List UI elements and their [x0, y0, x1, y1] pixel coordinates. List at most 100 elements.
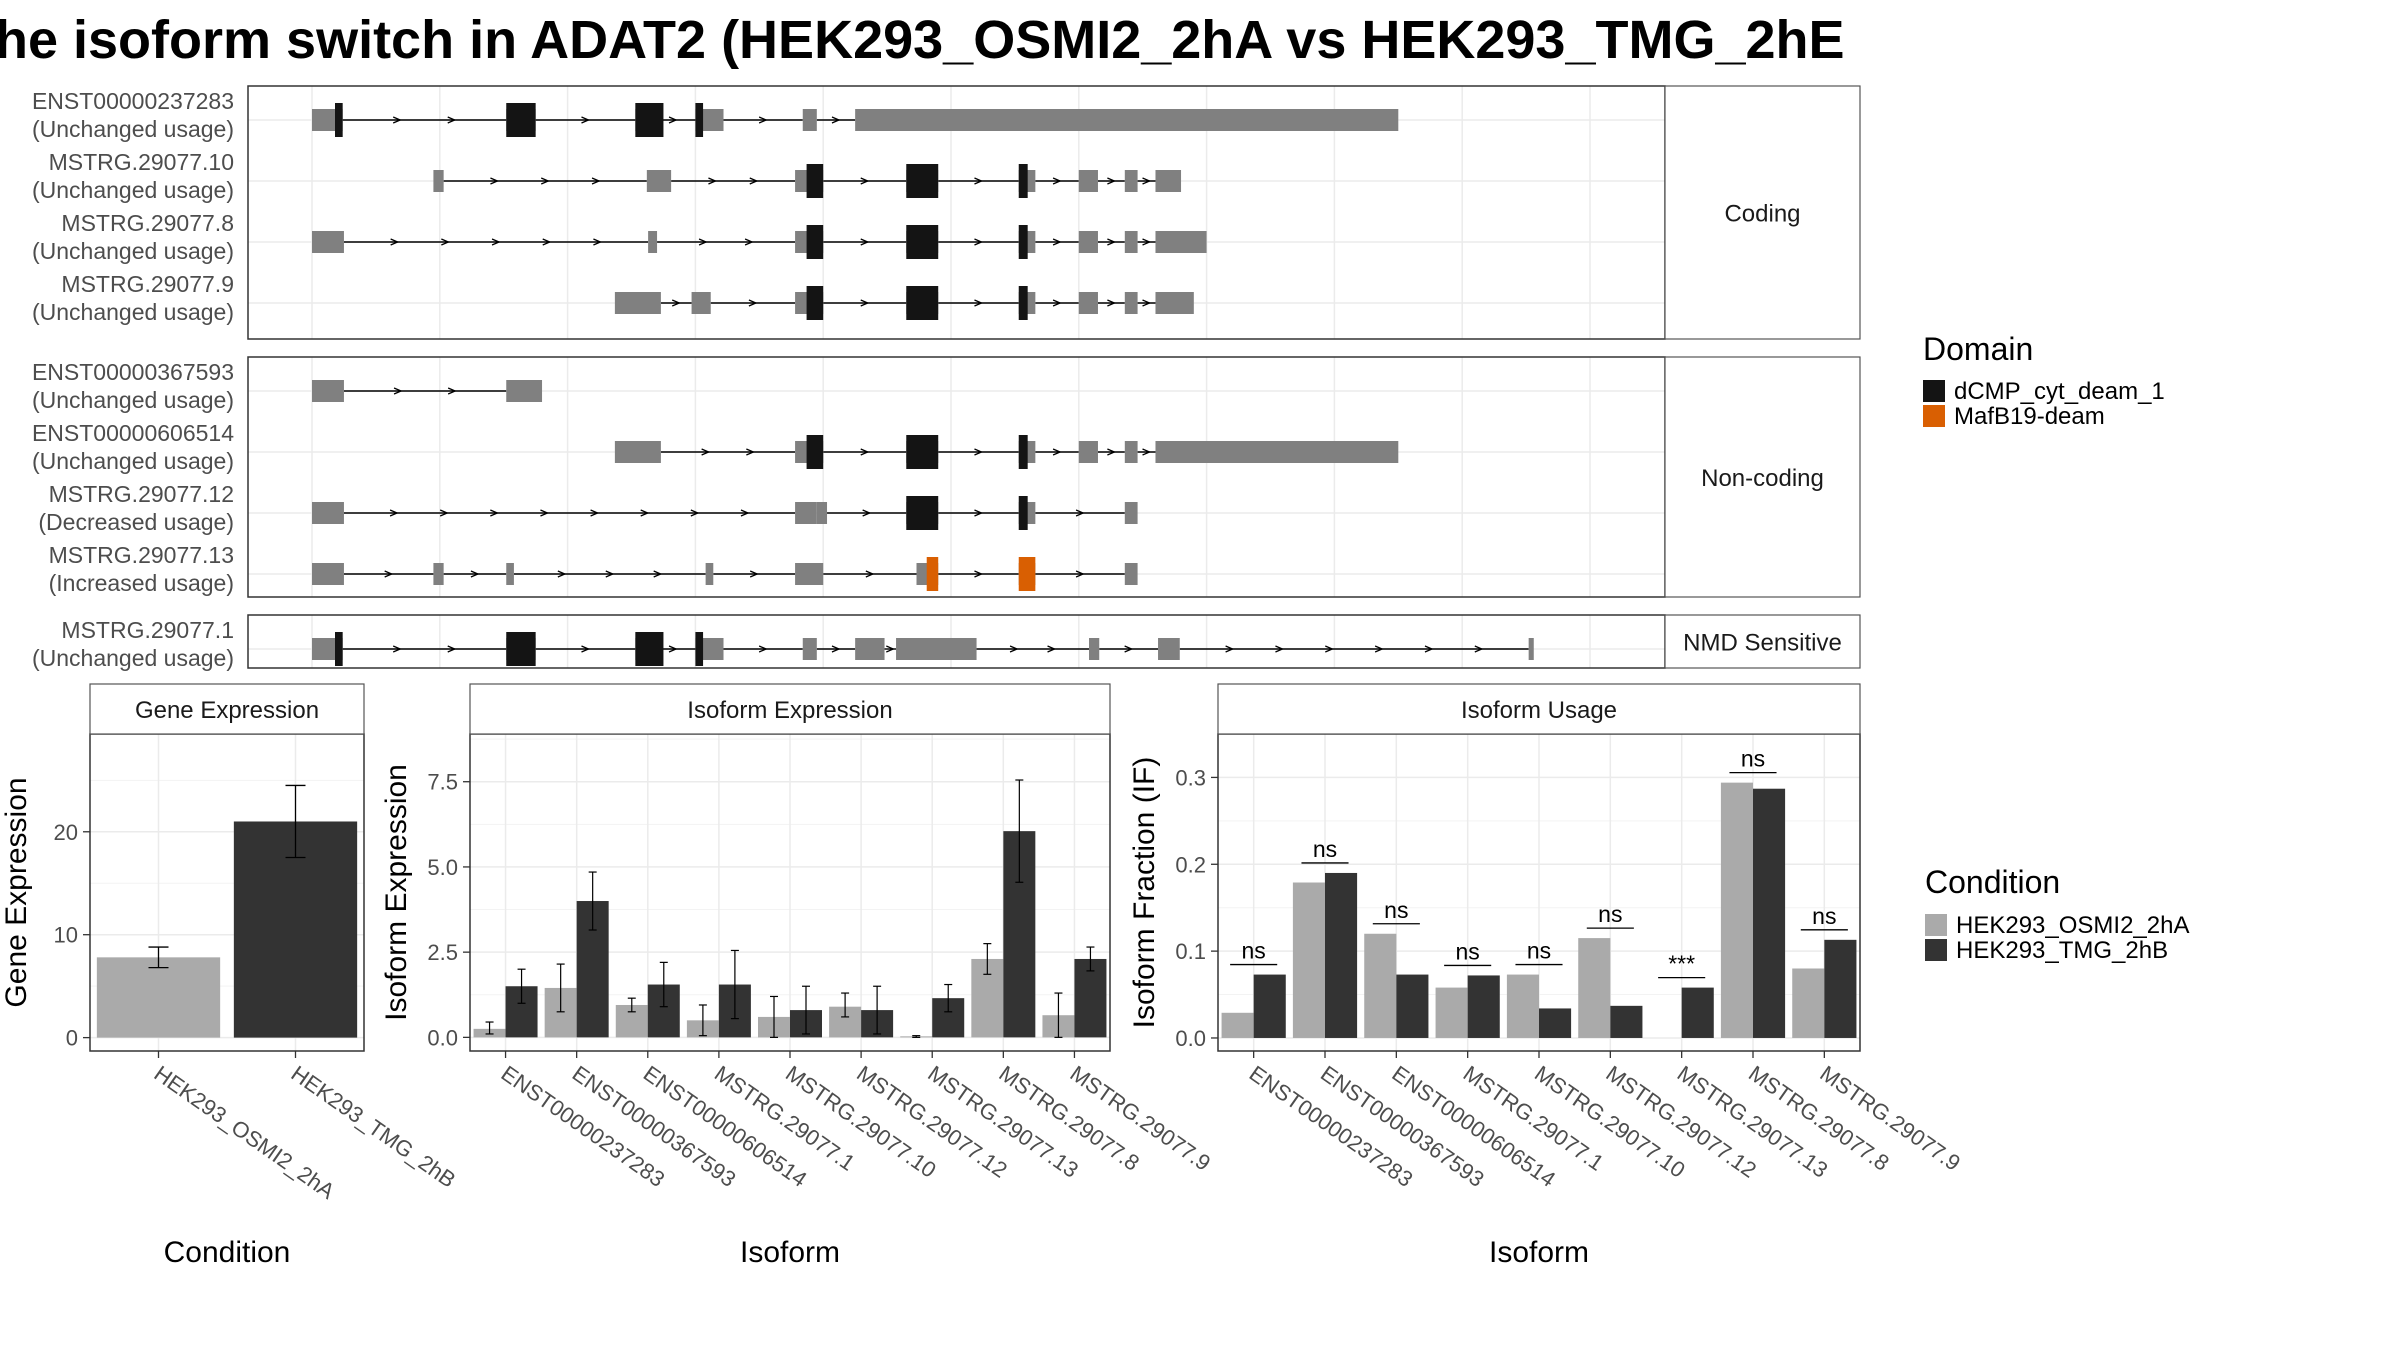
domain-dcmp — [1018, 225, 1028, 259]
domain-dcmp — [806, 225, 824, 259]
significance-label: ns — [1598, 901, 1622, 927]
intron-arrow — [447, 116, 457, 124]
structure-strip — [1664, 614, 1861, 669]
exon — [1078, 441, 1098, 463]
y-tick-label: 20 — [54, 820, 78, 845]
bar-enst00000606514-hek293-osmi2-2ha — [1364, 933, 1397, 1038]
domain-dcmp — [906, 286, 939, 320]
transcript-enst00000237283: ENST00000237283(Unchanged usage) — [32, 88, 1399, 142]
intron-arrow — [974, 177, 984, 185]
exon — [802, 109, 817, 131]
exon — [705, 563, 714, 585]
y-tick-label: 2.5 — [427, 940, 458, 965]
intron-arrow — [1107, 448, 1117, 456]
significance-label: *** — [1668, 951, 1695, 977]
intron-arrow — [748, 299, 758, 307]
y-tick-label: 5.0 — [427, 855, 458, 880]
legend-swatch-cond-a — [1925, 914, 1947, 936]
bar-mstrg-29077-1-hek293-osmi2-2ha — [1435, 987, 1468, 1038]
domain-dcmp — [806, 286, 824, 320]
intron-arrow — [1142, 299, 1152, 307]
intron-arrow — [1225, 645, 1235, 653]
intron-arrow — [441, 238, 450, 246]
intron-arrow — [392, 645, 402, 653]
exon — [1158, 638, 1180, 660]
bar-hek293-osmi2-2ha — [96, 957, 221, 1038]
significance-label: ns — [1313, 836, 1337, 862]
domain-mafb — [1018, 557, 1036, 591]
bar-mstrg-29077-9-hek293-tmg-2hb — [1074, 958, 1107, 1038]
intron-arrow — [701, 448, 711, 456]
intron-arrow — [1142, 448, 1152, 456]
intron-arrow — [671, 299, 681, 307]
x-axis-title: Condition — [164, 1236, 291, 1269]
legend-label-dcmp: dCMP_cyt_deam_1 — [1954, 378, 2165, 405]
transcript-structure-panel: ENST00000237283(Unchanged usage) MSTRG.29… — [32, 85, 1861, 671]
intron-arrow — [1424, 645, 1434, 653]
bar-enst00000237283-hek293-osmi2-2ha — [1221, 1012, 1254, 1038]
x-axis-title: Isoform — [740, 1236, 840, 1269]
exon — [646, 170, 672, 192]
significance-label: ns — [1384, 897, 1408, 923]
transcript-usage-label: (Unchanged usage) — [32, 645, 234, 671]
structure-strip-label: NMD Sensitive — [1683, 630, 1842, 657]
intron-arrow — [886, 645, 895, 653]
bar-mstrg-29077-10-hek293-osmi2-2ha — [1506, 974, 1539, 1038]
y-tick-label: 0.3 — [1175, 765, 1206, 790]
chart-gene-expression: 01020HEK293_OSMI2_2hAHEK293_TMG_2hBGene … — [0, 683, 460, 1269]
transcript-mstrg-29077-8: MSTRG.29077.8(Unchanged usage) — [32, 210, 1207, 264]
exon — [1155, 231, 1207, 253]
exon — [614, 441, 661, 463]
intron-arrow — [1142, 177, 1152, 185]
transcript-usage-label: (Unchanged usage) — [32, 299, 234, 325]
transcript-id-label: MSTRG.29077.9 — [61, 271, 234, 297]
chart-strip — [469, 683, 1111, 735]
structure-strip-label: Coding — [1724, 201, 1800, 228]
exon — [1528, 638, 1534, 660]
intron-arrow — [491, 238, 501, 246]
intron-arrow — [1047, 645, 1057, 653]
intron-arrow — [974, 509, 984, 517]
exon — [802, 638, 817, 660]
domain-dcmp — [806, 435, 824, 469]
significance-label: ns — [1456, 938, 1480, 964]
structure-panel-bg — [248, 357, 1665, 597]
exon — [506, 380, 543, 402]
legend-swatch-mafb — [1923, 405, 1945, 427]
bar-mstrg-29077-9-hek293-tmg-2hb — [1824, 939, 1857, 1038]
exon — [1078, 292, 1098, 314]
y-tick-label: 10 — [54, 923, 78, 948]
intron-arrow — [1052, 177, 1062, 185]
legend-label-cond-a: HEK293_OSMI2_2hA — [1956, 912, 2189, 939]
transcript-mstrg-29077-1: MSTRG.29077.1(Unchanged usage) — [32, 617, 1534, 671]
domain-dcmp — [806, 164, 824, 198]
intron-arrow — [668, 116, 678, 124]
bar-mstrg-29077-8-hek293-osmi2-2ha — [1720, 782, 1753, 1038]
intron-arrow — [749, 177, 759, 185]
intron-arrow — [540, 509, 550, 517]
exon — [312, 231, 344, 253]
exon — [433, 563, 444, 585]
domain-dcmp — [906, 496, 939, 530]
transcript-mstrg-29077-9: MSTRG.29077.9(Unchanged usage) — [32, 271, 1194, 325]
intron-arrow — [490, 509, 499, 517]
exon — [312, 563, 344, 585]
exon — [1155, 170, 1182, 192]
figure-title: he isoform switch in ADAT2 (HEK293_OSMI2… — [0, 10, 1845, 70]
transcript-enst00000606514: ENST00000606514(Unchanged usage) — [32, 420, 1399, 474]
intron-arrow — [831, 645, 841, 653]
chart-isoform-expression: 0.02.55.07.5ENST00000237283ENST000003675… — [380, 683, 1215, 1269]
intron-arrow — [447, 387, 457, 395]
transcript-usage-label: (Unchanged usage) — [32, 116, 234, 142]
domain-dcmp — [1018, 286, 1028, 320]
domain-dcmp — [906, 435, 939, 469]
bar-mstrg-29077-10-hek293-tmg-2hb — [1539, 1008, 1572, 1038]
exon — [855, 109, 1399, 131]
intron-arrow — [698, 238, 708, 246]
exon — [1124, 502, 1138, 524]
exon — [1089, 638, 1100, 660]
intron-arrow — [1009, 645, 1019, 653]
intron-arrow — [1474, 645, 1484, 653]
x-axis-title: Isoform — [1489, 1236, 1589, 1269]
structure-group-nmd-sensitive: MSTRG.29077.1(Unchanged usage) NMD Sensit… — [32, 614, 1861, 671]
